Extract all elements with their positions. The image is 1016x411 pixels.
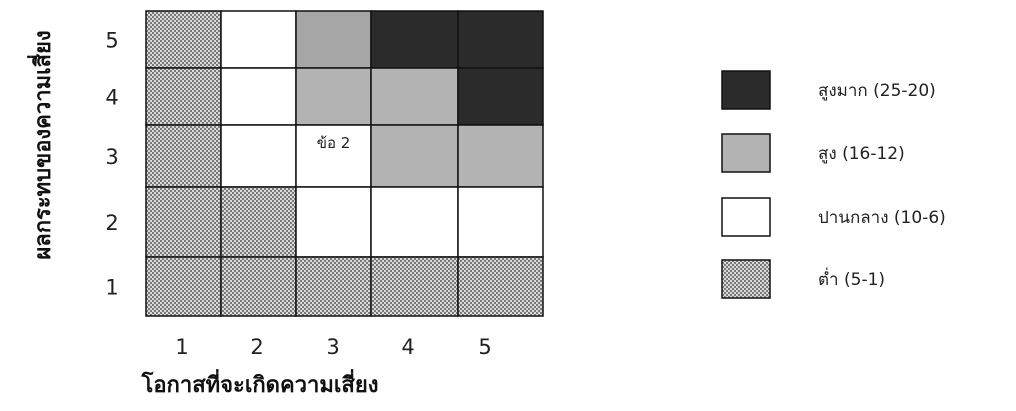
y-tick-label: 4 [105,86,118,110]
y-tick-labels: 1 2 3 4 5 [105,29,118,300]
y-tick-label: 1 [105,276,118,300]
y-tick-label: 5 [105,29,118,53]
matrix-cell-5-3 [457,124,544,188]
matrix-cell-5-5 [457,10,544,69]
matrix-cell-2-5 [220,10,297,69]
matrix-cell-2-2 [220,186,297,258]
matrix-cell-2-4 [220,67,297,126]
x-tick-labels: 1 2 3 4 5 [175,335,491,359]
x-tick-label: 2 [250,335,263,359]
legend: สูงมาก (25-20) สูง (16-12) ปานกลาง (10-6) ต… [721,70,946,299]
matrix-cell-4-5 [370,10,459,69]
matrix-cell-1-5 [145,10,222,69]
matrix-cell-1-4 [145,67,222,126]
matrix-cell-4-2 [370,186,459,258]
matrix-cell-4-4 [370,67,459,126]
legend-label-high: สูง (16-12) [818,144,905,164]
matrix-cell-2-1 [220,256,297,317]
matrix-cell-3-4 [295,67,372,126]
x-tick-label: 1 [175,335,188,359]
matrix-cell-3-1 [295,256,372,317]
legend-swatch-medium [721,197,771,237]
x-tick-label: 4 [401,335,414,359]
matrix-cell-3-5 [295,10,372,69]
legend-swatch-very-high [721,70,771,110]
x-axis-title: โอกาสที่จะเกิดความเสี่ยง [141,368,379,398]
y-tick-label: 2 [105,211,118,235]
legend-label-very-high: สูงมาก (25-20) [818,81,936,101]
x-tick-label: 3 [326,335,339,359]
legend-label-medium: ปานกลาง (10-6) [818,208,946,228]
matrix-cell-1-1 [145,256,222,317]
matrix-cell-4-1 [370,256,459,317]
matrix-cell-5-1 [457,256,544,317]
legend-swatch-low [721,259,771,299]
matrix-cell-5-4 [457,67,544,126]
matrix-cell-3-2 [295,186,372,258]
matrix-cell-2-3 [220,124,297,188]
y-tick-label: 3 [105,145,118,169]
matrix-cell-4-3 [370,124,459,188]
matrix-cell-5-2 [457,186,544,258]
matrix-cell-3-3 [295,124,372,188]
matrix-cell-1-2 [145,186,222,258]
matrix-cell-1-3 [145,124,222,188]
legend-swatch-high [721,133,771,173]
y-axis-title: ผลกระทบของความเสี่ยง [26,30,56,259]
legend-label-low: ต่ำ (5-1) [818,267,885,290]
x-tick-label: 5 [478,335,491,359]
cell-annotation: ข้อ 2 [317,134,351,152]
matrix-cells: ข้อ 2 [145,10,544,317]
